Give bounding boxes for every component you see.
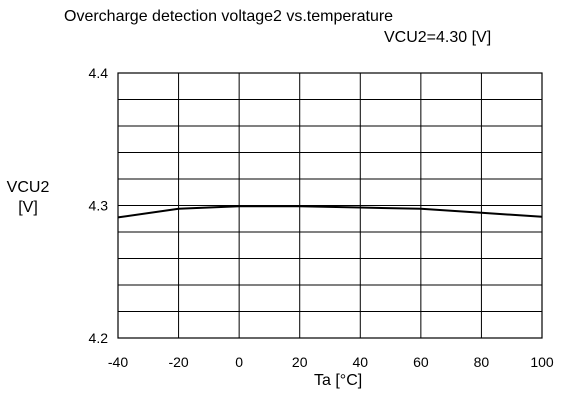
chart-subtitle: VCU2=4.30 [V] <box>384 29 492 46</box>
x-tick-label: 40 <box>352 354 368 370</box>
x-tick-label: 100 <box>530 354 554 370</box>
x-tick-label: -20 <box>168 354 188 370</box>
chart-title: Overcharge detection voltage2 vs.tempera… <box>64 8 394 25</box>
x-tick-label: 0 <box>235 354 243 370</box>
y-tick-label: 4.3 <box>89 198 109 214</box>
x-axis-label: Ta [°C] <box>314 372 363 389</box>
y-tick-label: 4.4 <box>89 65 109 81</box>
plot-frame <box>117 72 543 339</box>
x-tick-label: -40 <box>108 354 128 370</box>
x-tick-label: 60 <box>413 354 429 370</box>
y-axis-label: VCU2 [V] <box>4 178 52 218</box>
series-line <box>117 205 543 219</box>
y-axis-label-line1: VCU2 <box>6 179 50 196</box>
x-tick-label: 80 <box>474 354 490 370</box>
y-tick-label: 4.2 <box>89 330 109 346</box>
x-tick-label: 20 <box>292 354 308 370</box>
y-axis-label-line2: [V] <box>18 199 38 216</box>
